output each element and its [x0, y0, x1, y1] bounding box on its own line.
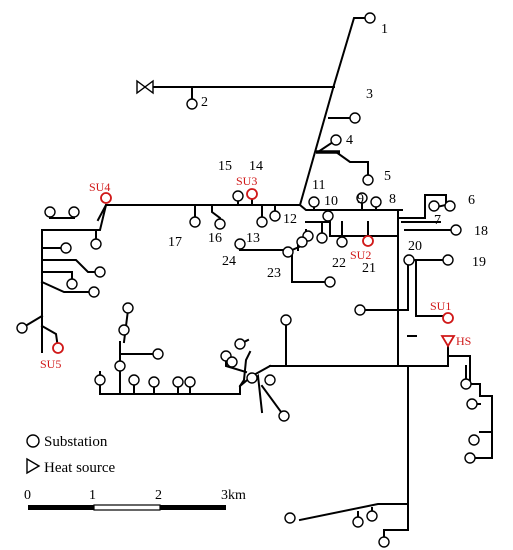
node-label-13: 13: [246, 231, 260, 246]
node-label-12: 12: [283, 212, 297, 227]
su2-label: SU2: [350, 248, 371, 262]
node-label-3: 3: [366, 87, 373, 102]
su4-label: SU4: [89, 180, 110, 194]
node-label-18: 18: [474, 224, 488, 239]
hs-label: HS: [456, 334, 471, 348]
scale-tick-1: 1: [89, 488, 96, 503]
scale-tick-0: 0: [24, 488, 31, 503]
legend-substation-label: Substation: [44, 434, 108, 450]
node-label-5: 5: [384, 169, 391, 184]
heat-source-legend-icon: [26, 457, 41, 475]
heat-source-marker: [440, 335, 456, 348]
node-label-1: 1: [381, 22, 388, 37]
node-label-4: 4: [346, 133, 353, 148]
su4-marker: [100, 192, 112, 204]
legend-heat-source-label: Heat source: [44, 460, 116, 476]
node-number-labels: 1 2 3 4 5 6 7 8 9 10 11 12 13 14 15 16 1…: [168, 22, 488, 281]
node-label-23: 23: [267, 266, 281, 281]
node-label-19: 19: [472, 255, 486, 270]
legend: Substation Heat source: [26, 434, 116, 476]
node-label-24: 24: [222, 254, 236, 269]
node-label-7: 7: [434, 213, 441, 228]
scale-bar: 0 1 2 3km: [24, 488, 246, 511]
node-label-2: 2: [201, 95, 208, 110]
node-label-14: 14: [249, 159, 263, 174]
su5-label: SU5: [40, 357, 61, 371]
substation-markers: [16, 12, 480, 548]
node-label-9: 9: [357, 192, 364, 207]
scale-tick-2: 2: [155, 488, 162, 503]
su1-label: SU1: [430, 299, 451, 313]
node-label-16: 16: [208, 231, 222, 246]
node-label-22: 22: [332, 256, 346, 271]
valve-icon: [136, 79, 154, 95]
special-labels: SU3 SU4 SU2 SU1 SU5 HS: [40, 174, 471, 371]
su1-marker: [442, 312, 454, 324]
su5-marker: [52, 342, 64, 354]
scale-tick-3km: 3km: [221, 488, 246, 503]
node-label-15: 15: [218, 159, 232, 174]
substation-legend-icon: [26, 434, 40, 448]
node-label-6: 6: [468, 193, 475, 208]
su3-marker: [246, 188, 258, 200]
node-label-8: 8: [389, 192, 396, 207]
su3-label: SU3: [236, 174, 257, 188]
node-label-20: 20: [408, 239, 422, 254]
node-label-11: 11: [312, 178, 325, 193]
node-label-17: 17: [168, 235, 182, 250]
special-substations: [52, 188, 456, 354]
node-label-10: 10: [324, 194, 338, 209]
node-label-21: 21: [362, 261, 376, 276]
su2-marker: [362, 235, 374, 247]
